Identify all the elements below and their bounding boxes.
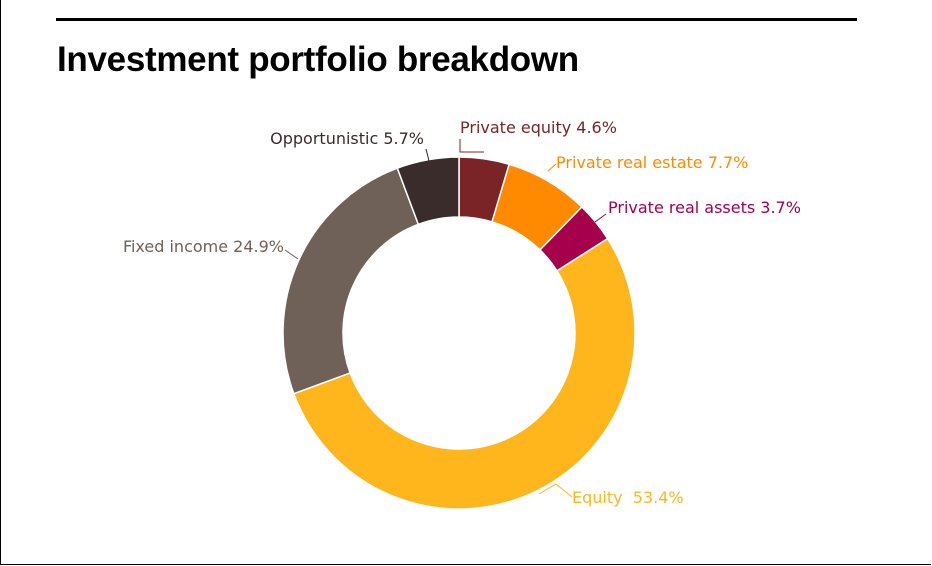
data-label-equity: Equity 53.4% xyxy=(572,488,684,507)
top-rule xyxy=(56,18,857,21)
data-label-fixed-income: Fixed income 24.9% xyxy=(123,237,284,256)
slice-equity xyxy=(292,237,636,510)
leader-line-equity xyxy=(538,483,573,498)
slice-opportunistic xyxy=(396,156,460,226)
leader-line-private-real-estate xyxy=(547,163,557,172)
leader-line-private-equity xyxy=(459,139,484,153)
data-label-private-equity: Private equity 4.6% xyxy=(460,118,617,137)
leader-line-fixed-income xyxy=(284,249,299,260)
chart-title: Investment portfolio breakdown xyxy=(57,40,579,79)
data-label-opportunistic: Opportunistic 5.7% xyxy=(270,129,424,148)
slice-fixed-income xyxy=(282,167,420,395)
data-label-private-real-assets: Private real assets 3.7% xyxy=(608,198,801,217)
leader-line-private-real-assets xyxy=(594,213,607,223)
data-label-private-real-estate: Private real estate 7.7% xyxy=(556,153,748,172)
leader-line-opportunistic xyxy=(425,148,430,162)
